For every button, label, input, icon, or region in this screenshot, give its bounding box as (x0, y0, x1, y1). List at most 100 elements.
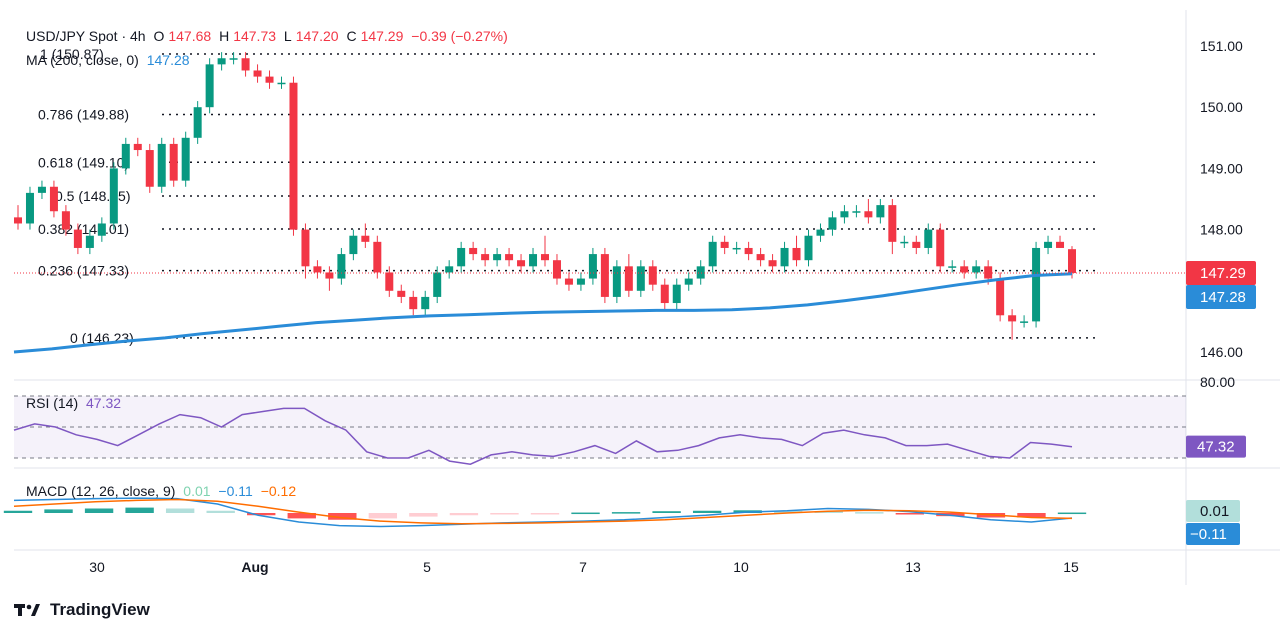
candle-body (157, 143, 166, 187)
candle-body (49, 186, 58, 212)
macd-histogram-bar (328, 513, 357, 520)
candle-body (541, 254, 549, 261)
candle-body (529, 254, 538, 267)
candle-body (373, 241, 382, 273)
ma-price-badge (1186, 285, 1256, 310)
time-axis-label: 5 (423, 559, 431, 575)
macd-histogram-bar (3, 510, 33, 513)
tradingview-logo[interactable]: TradingView (14, 600, 150, 620)
macd-histogram-bar (774, 510, 803, 513)
candle-body (900, 241, 909, 244)
candle-body (660, 284, 669, 304)
candle-body (445, 266, 454, 273)
ohlc-low: 147.20 (295, 28, 339, 44)
candle-body (696, 266, 705, 279)
macd-line-badge-label: −0.11 (1190, 526, 1227, 543)
candle-body (960, 266, 969, 273)
macd-histogram-bar (44, 509, 73, 513)
ma-price-badge-label: 147.28 (1200, 289, 1246, 306)
candle-body (552, 260, 561, 279)
candle-body (517, 260, 526, 267)
macd-histogram-bar (409, 513, 438, 517)
candle-body (397, 290, 406, 297)
last-price-badge-label: 147.29 (1200, 265, 1246, 282)
macd-histogram-bar (895, 513, 925, 515)
candle-body (481, 254, 490, 261)
fib-level-label: 0.786 (149.88) (38, 107, 129, 123)
candle-body (756, 254, 765, 261)
time-axis-label: 7 (579, 559, 587, 575)
macd-hist-badge-label: 0.01 (1200, 503, 1229, 520)
candle-body (181, 137, 190, 181)
candle-body (205, 64, 214, 108)
candle-body (996, 278, 1005, 316)
fib-level-label: 0.236 (147.33) (38, 263, 129, 279)
ohlc-close-label: C (346, 28, 357, 44)
macd-histogram-bar (449, 513, 479, 516)
candle-body (361, 235, 370, 242)
candle-body (828, 217, 837, 230)
time-axis-label: Aug (241, 559, 268, 575)
candle-body (744, 247, 753, 255)
macd-histogram-bar (692, 510, 722, 513)
candle-body (193, 107, 202, 138)
candle-body (936, 229, 945, 267)
candle-body (792, 247, 801, 261)
candle-body (505, 254, 514, 261)
macd-histogram-bar (84, 508, 114, 513)
rsi-label: RSI (14) (26, 395, 79, 411)
macd-histogram-bar (611, 512, 641, 514)
macd-histogram-bar (652, 511, 681, 513)
candle-body (241, 58, 250, 71)
candle-body (85, 235, 94, 248)
macd-histogram-bar (368, 513, 398, 519)
ohlc-close: 147.29 (360, 28, 404, 44)
candle-body (25, 192, 34, 224)
candle-body (145, 150, 154, 187)
candle-body (469, 247, 478, 255)
ma-legend[interactable]: MA (200, close, 0) 147.28 (26, 52, 194, 68)
candle-body (457, 247, 466, 267)
rsi-legend[interactable]: RSI (14) 47.32 (26, 395, 125, 411)
candle-body (337, 254, 346, 279)
fib-level-label: 0.618 (149.10) (38, 154, 129, 170)
candle-body (433, 272, 442, 297)
symbol-title[interactable]: USD/JPY Spot · 4h (26, 28, 146, 44)
rsi-value: 47.32 (86, 395, 122, 411)
macd-histogram-bar (530, 513, 560, 515)
macd-histogram-bar (165, 508, 195, 513)
price-tick-label: 148.00 (1200, 222, 1243, 238)
candle-body (636, 266, 645, 291)
candle-body (1020, 321, 1029, 323)
macd-histogram-bar (490, 513, 519, 515)
chart-header: USD/JPY Spot · 4h O 147.68 H 147.73 L 147.2… (26, 28, 512, 44)
candle-body (409, 296, 418, 310)
fib-level-label: 0.5 (148.55) (55, 188, 131, 204)
candle-body (924, 229, 933, 248)
candle-body (672, 284, 681, 304)
candle-body (1008, 315, 1017, 322)
candle-body (708, 241, 717, 267)
price-tick-label: 151.00 (1200, 38, 1243, 54)
candle-body (768, 260, 777, 267)
macd-legend[interactable]: MACD (12, 26, close, 9) 0.01 −0.11 −0.12 (26, 483, 300, 499)
candle-body (14, 217, 22, 224)
macd-histogram-bar (814, 511, 843, 513)
candle-body (984, 266, 993, 279)
macd-label: MACD (12, 26, close, 9) (26, 483, 176, 499)
macd-histogram-bar (936, 513, 965, 517)
ma-label: MA (200, close, 0) (26, 52, 139, 68)
ohlc-open-label: O (153, 28, 165, 44)
macd-histogram-bar (125, 507, 154, 513)
macd-histogram-bar (1057, 512, 1087, 515)
time-axis-label: 10 (733, 559, 749, 575)
macd-histogram-bar (571, 512, 600, 515)
macd-histogram-bar (1017, 513, 1046, 518)
price-tick-label: 146.00 (1200, 344, 1243, 360)
candle-body (313, 266, 322, 273)
candle-body (852, 211, 861, 213)
candle-body (648, 266, 657, 285)
candle-body (277, 82, 286, 85)
candle-body (253, 70, 262, 77)
